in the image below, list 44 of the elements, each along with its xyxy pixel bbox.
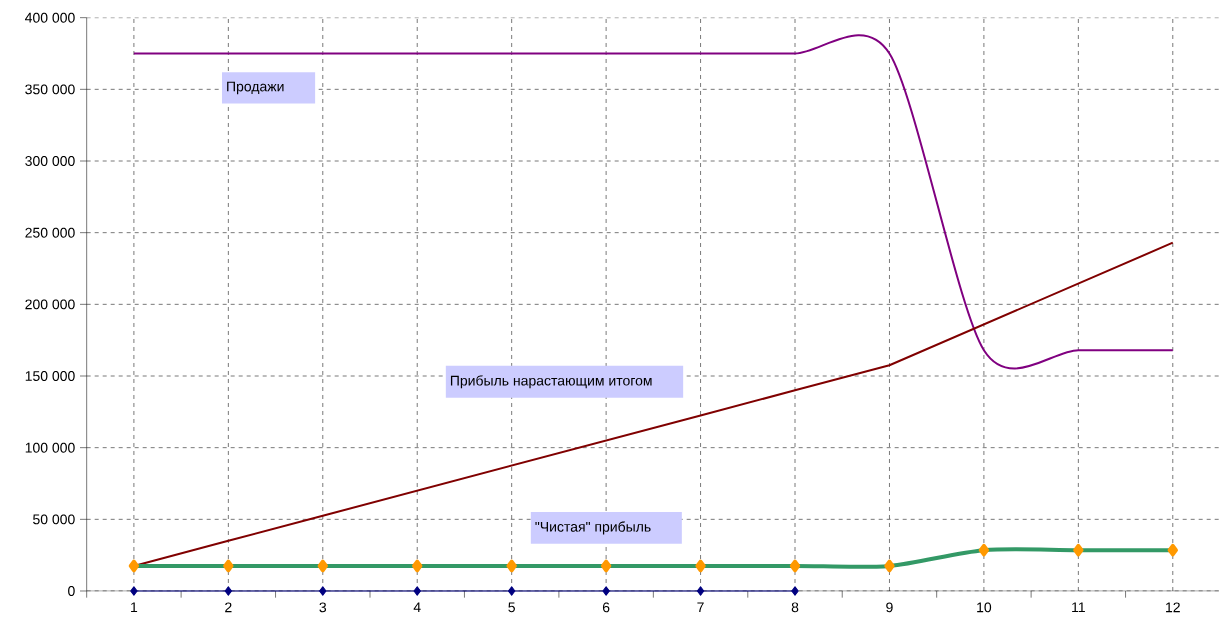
point: [506, 559, 517, 573]
y-tick-label: 150 000: [25, 371, 75, 381]
point: [223, 559, 234, 573]
text: "Чистая" прибыль: [535, 521, 651, 535]
point: [695, 559, 706, 573]
x-tick-label: 7: [697, 602, 704, 613]
point: [413, 586, 421, 596]
y-tick-label: 400 000: [25, 12, 75, 23]
y-tick-label: 50 000: [33, 514, 75, 525]
point: [224, 586, 233, 596]
point: [978, 543, 990, 557]
point: [319, 586, 327, 596]
point: [602, 586, 610, 596]
point: [412, 559, 423, 573]
point: [884, 559, 895, 573]
point: [128, 559, 140, 573]
x-tick-label: 8: [791, 602, 799, 613]
point: [1167, 543, 1178, 557]
point: [789, 559, 801, 573]
y-tick-label: 0: [68, 586, 75, 596]
text: Прибыль нарастающим итогом: [450, 375, 652, 389]
x-tick-label: 6: [602, 602, 610, 613]
point: [600, 559, 612, 573]
point: [696, 586, 705, 596]
x-tick-label: 3: [319, 602, 327, 613]
x-tick-label: 9: [886, 602, 893, 613]
y-tick-label: 200 000: [25, 299, 75, 310]
x-tick-label: 12: [1166, 602, 1180, 613]
point: [791, 586, 799, 596]
point: [130, 586, 138, 596]
point: [317, 559, 328, 573]
y-tick-label: 100 000: [25, 442, 75, 453]
x-tick-label: 4: [413, 602, 421, 613]
x-tick-label: 1: [131, 602, 138, 613]
x-tick-label: 10: [977, 602, 992, 613]
y-tick-label: 250 000: [25, 227, 75, 238]
x-tick-label: 2: [225, 602, 232, 613]
y-tick-label: 300 000: [25, 156, 75, 166]
x-tick-label: 11: [1072, 602, 1085, 613]
point: [1073, 543, 1084, 557]
text: Продажи: [227, 81, 284, 95]
x-tick-label: 5: [508, 602, 515, 613]
point: [507, 586, 516, 596]
y-tick-label: 350 000: [25, 84, 75, 95]
